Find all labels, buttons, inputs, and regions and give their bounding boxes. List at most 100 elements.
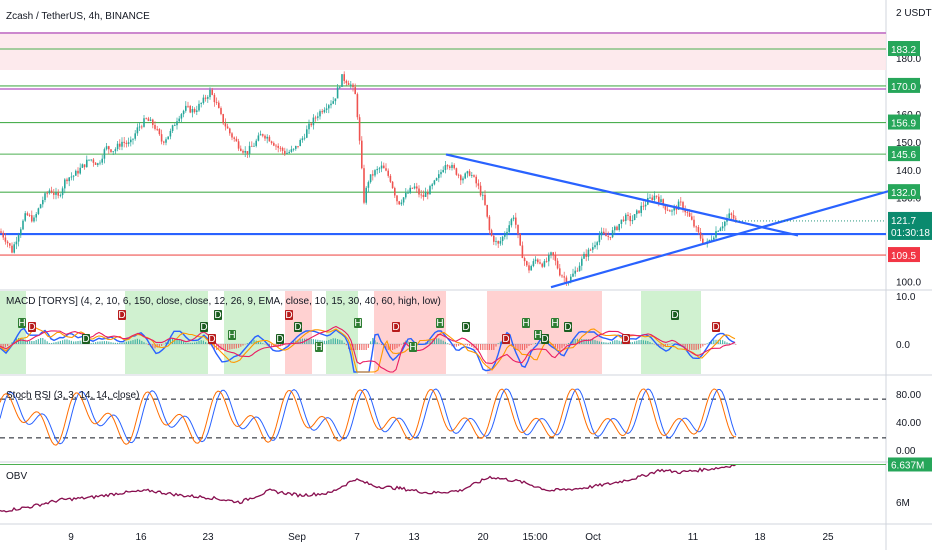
macd-histogram-bar <box>262 343 264 344</box>
macd-histogram-bar <box>539 342 541 344</box>
divergence-marker[interactable] <box>276 334 284 344</box>
macd-histogram-bar <box>697 344 699 350</box>
macd-histogram-bar <box>46 341 48 344</box>
macd-histogram-bar <box>299 339 301 344</box>
triangle-trendline-lower[interactable] <box>550 189 891 289</box>
macd-histogram-bar <box>95 342 97 344</box>
macd-histogram-bar <box>180 340 182 344</box>
price-panel[interactable] <box>0 32 891 289</box>
candle-body <box>182 110 185 115</box>
divergence-marker[interactable] <box>200 322 208 332</box>
divergence-marker[interactable] <box>294 322 302 332</box>
divergence-marker[interactable] <box>671 310 679 320</box>
macd-histogram-bar <box>510 344 512 346</box>
divergence-marker[interactable] <box>564 322 572 332</box>
candle-body <box>416 186 418 189</box>
candle-body <box>620 219 623 224</box>
divergence-marker[interactable] <box>82 334 90 344</box>
macd-histogram-bar <box>293 341 295 344</box>
macd-histogram-bar <box>557 344 559 349</box>
divergence-marker[interactable] <box>214 310 222 320</box>
divergence-marker[interactable] <box>712 322 720 332</box>
candle-body <box>277 145 279 148</box>
divergence-marker[interactable] <box>502 334 510 344</box>
candle-body <box>440 172 442 175</box>
stoch-rsi-panel[interactable] <box>0 388 886 446</box>
divergence-marker[interactable] <box>208 334 216 344</box>
obv-panel[interactable] <box>0 463 886 513</box>
macd-histogram-bar <box>158 344 160 347</box>
candle-body <box>708 239 711 242</box>
candle-body <box>455 168 458 175</box>
macd-histogram-bar <box>574 339 576 344</box>
candle-body <box>561 275 563 277</box>
macd-histogram-bar <box>242 344 244 346</box>
level-tag-label: 183.2 <box>891 45 916 56</box>
candle-body <box>350 84 352 86</box>
macd-histogram-bar <box>660 344 662 347</box>
divergence-marker[interactable] <box>551 318 559 328</box>
macd-histogram-bar <box>26 341 28 344</box>
candle-body <box>554 255 557 261</box>
candle-body <box>618 223 620 230</box>
macd-histogram-bar <box>493 344 495 350</box>
divergence-marker[interactable] <box>409 342 417 352</box>
candle-body <box>611 230 614 238</box>
candle-body <box>83 164 86 168</box>
candle-body <box>286 152 288 154</box>
macd-histogram-bar <box>332 338 334 344</box>
macd-histogram-bar <box>189 342 191 344</box>
divergence-marker[interactable] <box>392 322 400 332</box>
divergence-marker[interactable] <box>28 322 36 332</box>
macd-axis-tick: 10.0 <box>896 292 916 303</box>
divergence-marker[interactable] <box>534 330 542 340</box>
divergence-marker[interactable] <box>285 310 293 320</box>
divergence-marker[interactable] <box>622 334 630 344</box>
candle-body <box>581 258 583 266</box>
candle-body <box>163 141 165 143</box>
divergence-marker[interactable] <box>315 342 323 352</box>
candle-body <box>306 129 308 138</box>
candle-body <box>715 231 717 238</box>
divergence-marker[interactable] <box>354 318 362 328</box>
candle-body <box>28 215 31 216</box>
macd-histogram-bar <box>469 344 471 346</box>
candle-body <box>94 162 97 165</box>
macd-histogram-bar <box>68 340 70 344</box>
macd-histogram-bar <box>238 344 240 348</box>
macd-histogram-bar <box>724 341 726 344</box>
macd-histogram-bar <box>370 341 372 344</box>
divergence-marker-label: D <box>541 334 548 345</box>
candle-body <box>70 176 73 178</box>
divergence-marker[interactable] <box>228 330 236 340</box>
divergence-marker[interactable] <box>18 318 26 328</box>
candle-body <box>609 236 612 238</box>
candle-body <box>589 249 592 251</box>
divergence-marker-label: D <box>564 322 571 333</box>
candle-body <box>237 141 240 149</box>
divergence-marker[interactable] <box>462 322 470 332</box>
macd-histogram-bar <box>187 342 189 344</box>
macd-histogram-bar <box>464 344 466 346</box>
candle-body <box>616 226 618 230</box>
divergence-marker[interactable] <box>522 318 530 328</box>
macd-histogram-bar <box>152 344 154 348</box>
divergence-marker[interactable] <box>436 318 444 328</box>
macd-histogram-bar <box>117 342 119 344</box>
divergence-marker[interactable] <box>118 310 126 320</box>
macd-histogram-bar <box>233 344 235 349</box>
candle-body <box>110 149 112 152</box>
macd-histogram-bar <box>664 344 666 347</box>
level-tag-bg <box>888 146 920 162</box>
level-tag-bg <box>888 184 920 200</box>
candle-body <box>20 229 22 236</box>
triangle-trendline-upper[interactable] <box>445 153 799 237</box>
divergence-marker[interactable] <box>541 334 549 344</box>
candle-body <box>446 165 449 167</box>
candle-body <box>653 195 656 200</box>
candle-body <box>75 170 77 176</box>
candle-body <box>649 197 651 199</box>
candle-body <box>64 179 66 189</box>
